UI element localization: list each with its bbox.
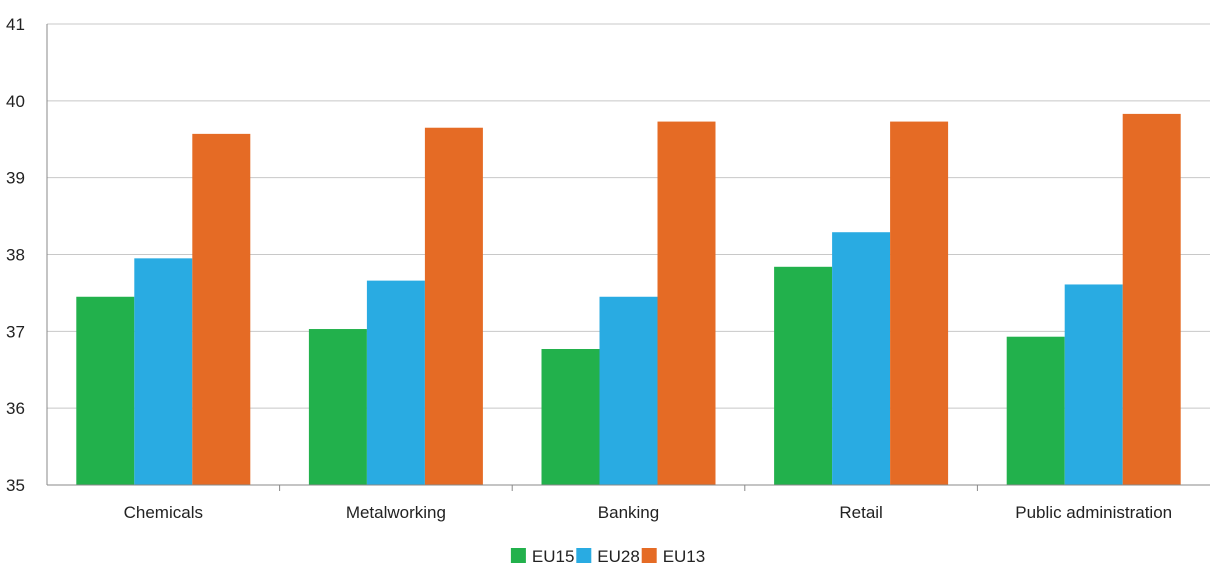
x-category-label: Metalworking — [346, 503, 446, 522]
bar-eu15-chemicals — [76, 296, 135, 485]
y-tick-label: 41 — [6, 15, 25, 34]
x-category-label: Banking — [598, 503, 659, 522]
bars — [76, 113, 1181, 486]
legend-swatch — [641, 548, 657, 563]
bar-eu28-retail — [832, 232, 891, 485]
y-tick-label: 38 — [6, 246, 25, 265]
y-tick-label: 37 — [6, 322, 25, 341]
y-tick-label: 40 — [6, 92, 25, 111]
bar-eu28-banking — [599, 296, 658, 485]
x-category-label: Public administration — [1015, 503, 1172, 522]
x-category-label: Retail — [839, 503, 882, 522]
y-tick-label: 35 — [6, 476, 25, 495]
legend-item-eu28: EU28 — [576, 547, 640, 566]
y-tick-label: 36 — [6, 399, 25, 418]
bar-eu13-public-administration — [1122, 113, 1181, 486]
y-tick-labels: 35 36 37 38 39 40 41 — [6, 15, 25, 495]
legend-swatch — [510, 548, 526, 563]
y-tick-label: 39 — [6, 169, 25, 188]
legend-label: EU15 — [532, 547, 575, 566]
bar-eu13-chemicals — [192, 133, 251, 485]
bar-eu28-metalworking — [366, 280, 425, 485]
legend-swatch — [576, 548, 592, 563]
bar-eu28-chemicals — [134, 258, 193, 485]
legend-label: EU13 — [663, 547, 706, 566]
bar-eu13-banking — [657, 121, 716, 485]
bar-eu15-metalworking — [308, 329, 367, 485]
bar-eu28-public-administration — [1064, 284, 1123, 485]
bar-eu15-retail — [774, 266, 833, 485]
legend: EU15 EU28 EU13 — [510, 547, 706, 566]
bar-eu13-retail — [890, 121, 949, 485]
bar-eu13-metalworking — [424, 127, 483, 485]
bar-eu15-banking — [541, 349, 600, 485]
legend-label: EU28 — [597, 547, 640, 566]
bar-eu15-public-administration — [1006, 336, 1065, 485]
x-category-labels: Chemicals Metalworking Banking Retail Public… — [124, 503, 1173, 522]
x-category-label: Chemicals — [124, 503, 203, 522]
legend-item-eu15: EU15 — [510, 547, 575, 566]
axes — [46, 24, 1210, 491]
legend-item-eu13: EU13 — [641, 547, 706, 566]
